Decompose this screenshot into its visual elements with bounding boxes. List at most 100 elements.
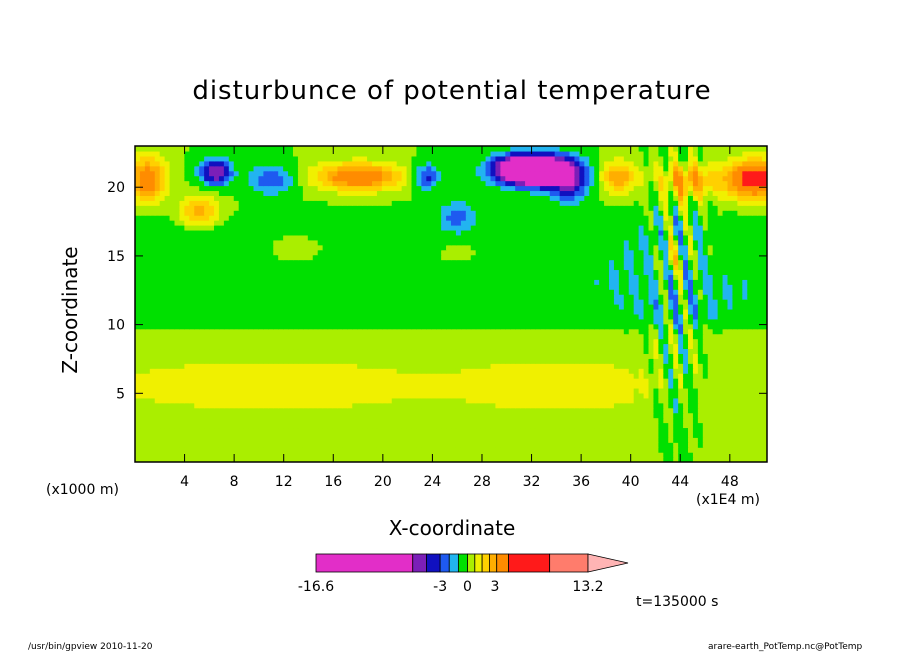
heatmap-cell [426, 284, 432, 290]
heatmap-cell [643, 338, 650, 345]
heatmap-cell [194, 348, 200, 354]
heatmap-cell [401, 368, 408, 374]
heatmap-cell [653, 387, 659, 394]
heatmap-cell [307, 373, 314, 379]
heatmap-cell [559, 313, 566, 320]
heatmap-cell [337, 397, 343, 404]
heatmap-cell [500, 373, 506, 379]
heatmap-cell [199, 442, 205, 448]
heatmap-cell [278, 333, 284, 340]
heatmap-cell [618, 299, 625, 305]
heatmap-cell [539, 373, 546, 379]
heatmap-cell [159, 294, 166, 300]
heatmap-cell [613, 299, 620, 305]
heatmap-cell [697, 284, 704, 290]
heatmap-cell [470, 363, 477, 369]
heatmap-cell [401, 284, 408, 290]
heatmap-cell [737, 427, 743, 433]
heatmap-cell [530, 402, 536, 409]
heatmap-cell [480, 452, 487, 458]
heatmap-cell [717, 457, 724, 462]
heatmap-cell [594, 333, 600, 340]
heatmap-cell [500, 407, 506, 414]
heatmap-cell [411, 363, 418, 369]
heatmap-cell [717, 274, 724, 280]
heatmap-cell [589, 457, 595, 462]
heatmap-cell [248, 313, 255, 320]
heatmap-cell [441, 422, 447, 429]
heatmap-cell [475, 269, 482, 275]
heatmap-cell [228, 269, 235, 275]
heatmap-cell [510, 427, 516, 433]
heatmap-cell [599, 397, 605, 404]
heatmap-cell [174, 392, 181, 399]
heatmap-cell [416, 447, 422, 453]
heatmap-cell [712, 328, 719, 335]
heatmap-cell [396, 378, 403, 384]
heatmap-cell [747, 422, 753, 429]
heatmap-cell [159, 427, 166, 433]
heatmap-cell [317, 279, 324, 285]
heatmap-cell [579, 269, 585, 275]
heatmap-cell [584, 304, 590, 310]
heatmap-cell [411, 318, 418, 325]
heatmap-cell [574, 378, 580, 384]
heatmap-cell [757, 318, 763, 325]
heatmap-cell [628, 402, 635, 409]
heatmap-cell [554, 299, 561, 305]
heatmap-cell [455, 358, 462, 364]
heatmap-cell [688, 437, 694, 443]
heatmap-cell [460, 338, 467, 345]
heatmap-cell [376, 323, 383, 330]
heatmap-cell [618, 353, 625, 359]
heatmap-cell [594, 274, 600, 280]
heatmap-cell [263, 353, 269, 359]
heatmap-cell [189, 378, 195, 384]
heatmap-cell [673, 383, 679, 389]
heatmap-cell [623, 383, 630, 389]
heatmap-cell [268, 427, 274, 433]
heatmap-cell [485, 427, 492, 433]
heatmap-cell [668, 323, 674, 330]
heatmap-cell [485, 294, 492, 300]
heatmap-cell [668, 402, 674, 409]
heatmap-cell [475, 318, 482, 325]
heatmap-cell [702, 397, 709, 404]
heatmap-cell [549, 392, 556, 399]
heatmap-cell [480, 338, 487, 345]
heatmap-cell [154, 308, 161, 315]
heatmap-cell [179, 387, 185, 394]
heatmap-cell [376, 452, 383, 458]
heatmap-cell [174, 412, 181, 419]
heatmap-cell [530, 412, 536, 419]
heatmap-cell [307, 313, 314, 320]
heatmap-cell [288, 363, 294, 369]
heatmap-cell [159, 373, 166, 379]
heatmap-cell [288, 432, 294, 438]
heatmap-cell [609, 299, 615, 305]
heatmap-cell [297, 402, 304, 409]
heatmap-cell [214, 363, 220, 369]
heatmap-cell [357, 432, 363, 438]
heatmap-cell [613, 274, 620, 280]
heatmap-cell [446, 397, 452, 404]
heatmap-cell [633, 427, 640, 433]
heatmap-cell [204, 378, 210, 384]
heatmap-cell [604, 452, 610, 458]
heatmap-cell [648, 318, 655, 325]
heatmap-cell [352, 289, 358, 295]
heatmap-cell [564, 437, 571, 443]
heatmap-cell [717, 323, 724, 330]
heatmap-cell [515, 328, 521, 335]
heatmap-cell [688, 269, 694, 275]
heatmap-cell [169, 363, 176, 369]
heatmap-cell [747, 373, 753, 379]
heatmap-cell [747, 313, 753, 320]
heatmap-cell [539, 432, 546, 438]
heatmap-cell [569, 422, 576, 429]
heatmap-cell [613, 289, 620, 295]
heatmap-cell [683, 358, 689, 364]
heatmap-cell [505, 422, 511, 429]
heatmap-cell [253, 457, 260, 462]
heatmap-cell [712, 304, 719, 310]
